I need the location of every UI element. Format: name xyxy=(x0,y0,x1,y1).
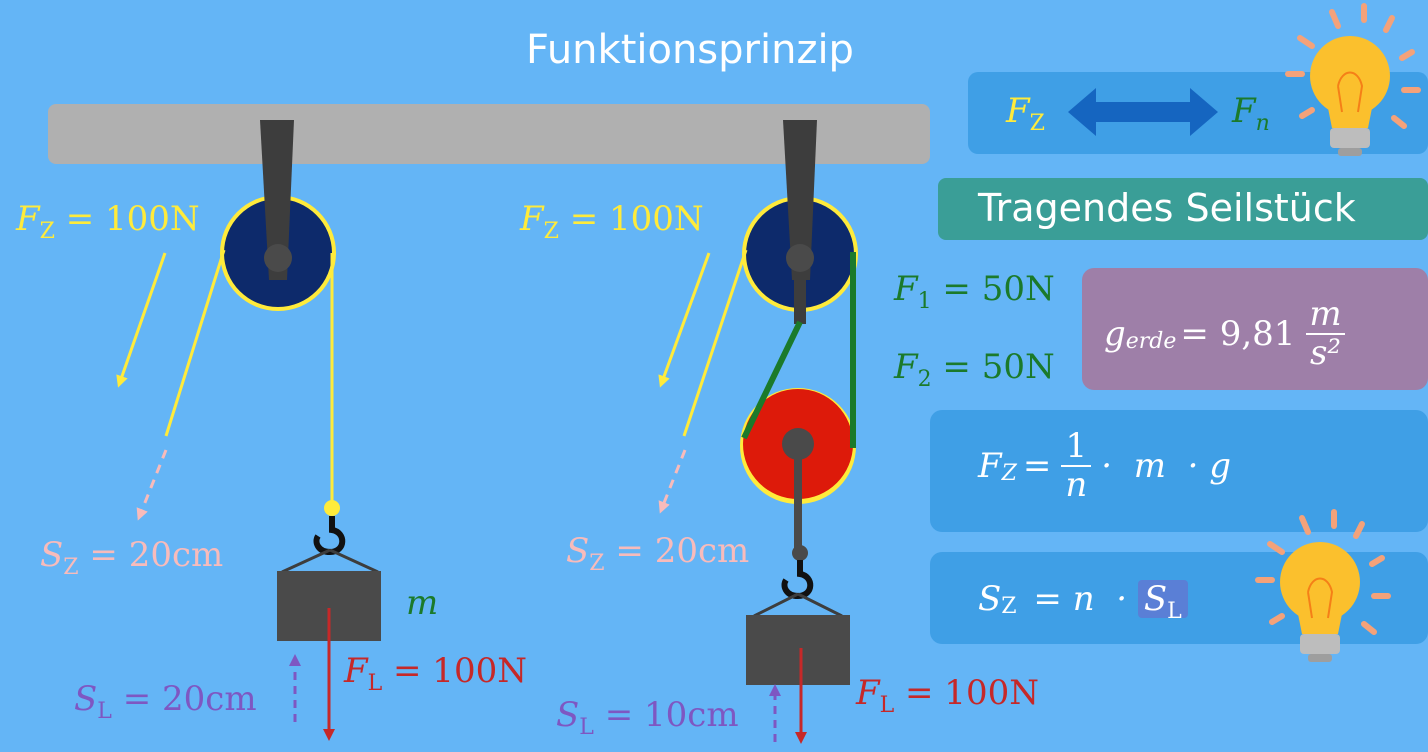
panel-fn-symbol: Fn xyxy=(1232,91,1270,136)
left-sl-label: SL = 20cm xyxy=(74,679,257,724)
right-fz-arrow xyxy=(658,252,711,388)
panel-tragendes xyxy=(938,178,1428,240)
tragendes-label: Tragendes Seilstück xyxy=(978,186,1356,230)
double-arrow-icon xyxy=(1068,88,1218,136)
f1-label: F1 = 50N xyxy=(894,269,1055,314)
panel-force-formula xyxy=(930,410,1428,532)
right-weight-block-icon xyxy=(746,615,850,685)
mass-label: m xyxy=(406,583,439,623)
panel-fz-symbol: FZ xyxy=(1006,91,1045,136)
right-sz-label: SZ = 20cm xyxy=(566,531,750,576)
lightbulb-icon xyxy=(1285,3,1421,156)
f2-label: F2 = 50N xyxy=(894,347,1055,392)
right-loose-pulley xyxy=(740,388,856,561)
left-sz-arrow xyxy=(136,449,168,521)
right-rope-pull xyxy=(682,249,748,437)
highlighted-sl: SL xyxy=(1137,580,1188,623)
left-rope-pull xyxy=(164,249,226,437)
right-fl-label: FL = 100N xyxy=(856,673,1039,718)
left-hook-icon xyxy=(281,516,379,574)
right-green-rope-1 xyxy=(741,320,803,440)
right-sz-arrow xyxy=(658,449,687,514)
left-sz-label: SZ = 20cm xyxy=(40,535,224,580)
left-fixed-pulley xyxy=(220,120,336,311)
left-fz-arrow xyxy=(116,252,167,388)
tragendes-label-wrap: Tragendes Seilstück xyxy=(938,178,1428,240)
gravity-formula: g erde = 9,81 m s² xyxy=(1104,295,1356,373)
left-fl-label: FL = 100N xyxy=(344,651,527,696)
left-fz-label: FZ = 100N xyxy=(16,199,200,244)
right-fz-label: FZ = 100N xyxy=(520,199,704,244)
right-fixed-pulley xyxy=(742,120,858,324)
right-hook-icon xyxy=(753,560,843,618)
panel-gravity xyxy=(1082,268,1428,390)
page-title: Funktionsprinzip xyxy=(526,27,854,73)
lightbulb-icon-2 xyxy=(1255,509,1391,662)
right-sl-label: SL = 10cm xyxy=(556,695,739,740)
